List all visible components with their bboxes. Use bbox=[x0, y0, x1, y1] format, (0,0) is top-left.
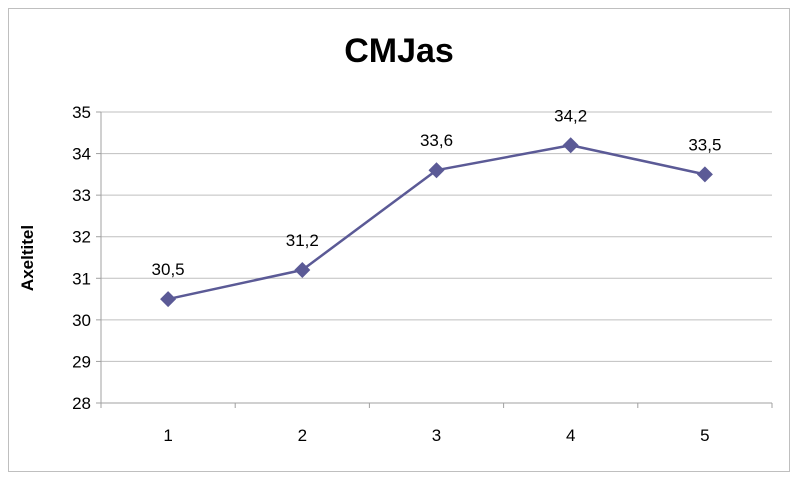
x-tick-label: 3 bbox=[432, 426, 441, 445]
data-labels: 30,5 31,2 33,6 34,2 33,5 bbox=[152, 106, 722, 279]
x-tick-label: 1 bbox=[163, 426, 172, 445]
x-tick-label: 2 bbox=[298, 426, 307, 445]
series bbox=[160, 137, 713, 308]
chart-frame bbox=[8, 8, 790, 472]
y-tick-label: 33 bbox=[72, 186, 91, 205]
data-point-marker bbox=[160, 291, 177, 308]
data-point-marker bbox=[428, 162, 445, 179]
gridlines bbox=[101, 111, 772, 362]
x-tick-label: 5 bbox=[700, 426, 709, 445]
y-tick-label: 35 bbox=[72, 103, 91, 122]
y-tick-label: 31 bbox=[72, 269, 91, 288]
data-label: 33,5 bbox=[688, 135, 721, 154]
data-label: 30,5 bbox=[152, 260, 185, 279]
y-tick-label: 29 bbox=[72, 352, 91, 371]
data-label: 31,2 bbox=[286, 231, 319, 250]
y-tick-label: 32 bbox=[72, 228, 91, 247]
data-point-marker bbox=[562, 137, 579, 154]
chart-title: CMJas bbox=[344, 32, 454, 70]
data-point-marker bbox=[696, 166, 713, 183]
x-tick-label: 4 bbox=[566, 426, 575, 445]
data-label: 33,6 bbox=[420, 131, 453, 150]
data-label: 34,2 bbox=[554, 106, 587, 125]
y-axis-label: Axeltitel bbox=[18, 225, 37, 291]
y-tick-label: 34 bbox=[72, 145, 91, 164]
y-tick-label: 28 bbox=[72, 394, 91, 413]
data-point-marker bbox=[294, 261, 311, 278]
axes bbox=[96, 111, 773, 408]
y-tick-label: 30 bbox=[72, 311, 91, 330]
